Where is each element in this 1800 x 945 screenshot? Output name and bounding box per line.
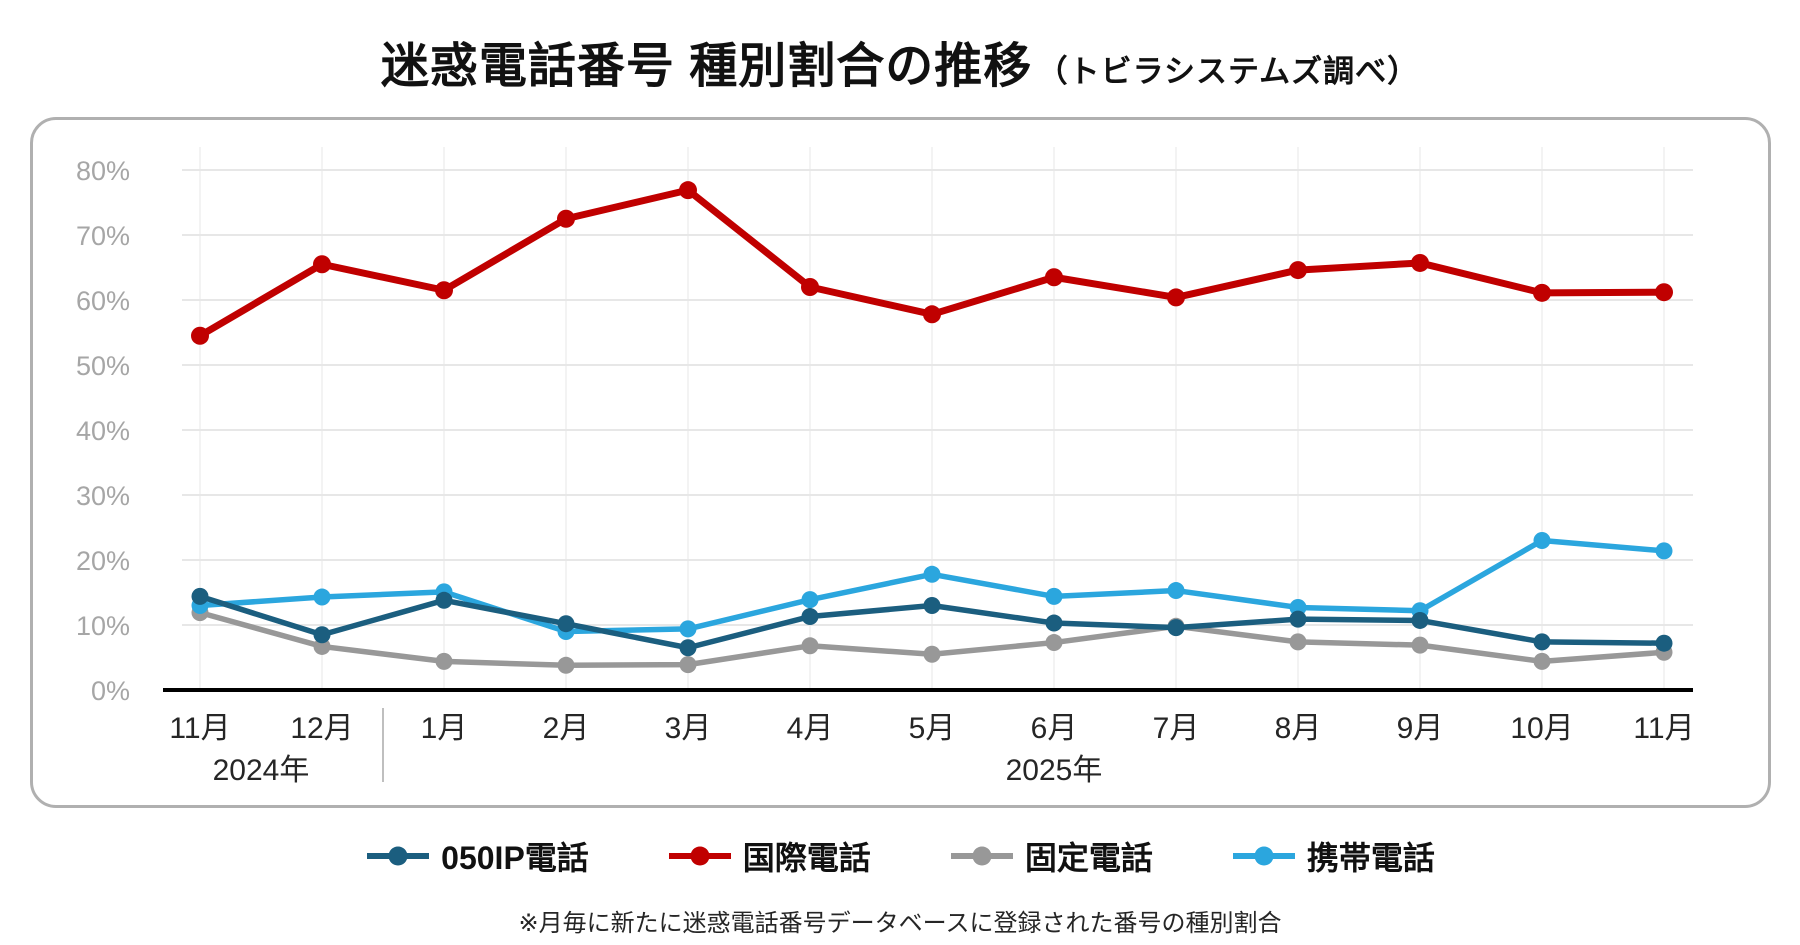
svg-text:3月: 3月 (665, 712, 712, 745)
series-050ip (191, 587, 1673, 657)
svg-text:20%: 20% (76, 546, 130, 576)
svg-text:60%: 60% (76, 286, 130, 316)
title-sub: （トビラシステムズ調べ） (1036, 54, 1420, 89)
svg-text:6月: 6月 (1031, 712, 1078, 745)
legend-item-mobile: 携帯電話 (1231, 833, 1435, 879)
legend-item-050ip: 050IP電話 (365, 833, 589, 879)
legend-item-landline: 固定電話 (949, 833, 1153, 879)
title-main: 迷惑電話番号 種別割合の推移 (380, 40, 1033, 93)
y-axis-labels: 0% 10% 20% 30% 40% 50% 60% 70% 80% (76, 156, 130, 706)
svg-text:40%: 40% (76, 416, 130, 446)
svg-text:80%: 80% (76, 156, 130, 186)
svg-text:10月: 10月 (1510, 712, 1573, 745)
horizontal-gridlines (182, 169, 1693, 626)
page-title: 迷惑電話番号 種別割合の推移 （トビラシステムズ調べ） (0, 26, 1800, 96)
legend-marker-landline-icon (950, 846, 1013, 866)
chart-panel (30, 117, 1771, 808)
legend-marker-international-icon (668, 846, 731, 866)
svg-text:50%: 50% (76, 351, 130, 381)
svg-text:9月: 9月 (1397, 712, 1444, 745)
legend-marker-mobile-icon (1232, 846, 1295, 866)
year-labels: 2024年 2025年 (213, 708, 1103, 787)
x-axis-labels: 11月 12月 1月 2月 3月 4月 5月 6月 7月 8月 9月 10月 11月 (169, 712, 1694, 745)
svg-text:30%: 30% (76, 481, 130, 511)
svg-text:8月: 8月 (1275, 712, 1322, 745)
svg-text:5月: 5月 (909, 712, 956, 745)
svg-text:1月: 1月 (421, 712, 468, 745)
legend-label-mobile: 携帯電話 (1306, 840, 1435, 876)
series-landline (191, 604, 1673, 674)
series-international (191, 181, 1673, 345)
legend-label-landline: 固定電話 (1024, 840, 1153, 876)
legend-marker-050ip-icon (367, 846, 430, 866)
svg-text:2月: 2月 (543, 712, 590, 745)
legend-label-050ip: 050IP電話 (441, 840, 589, 876)
svg-text:11月: 11月 (169, 712, 230, 745)
svg-text:10%: 10% (76, 611, 130, 641)
legend-label-international: 国際電話 (742, 840, 871, 876)
chart-svg: 0% 10% 20% 30% 40% 50% 60% 70% 80% 11月 12月 1月 2月 3月 4月… (76, 147, 1695, 787)
legend: 050IP電話 国際電話 固定電話 携帯電話 (0, 833, 1800, 879)
svg-text:70%: 70% (76, 221, 130, 251)
svg-text:2025年: 2025年 (1006, 754, 1103, 787)
svg-text:11月: 11月 (1633, 712, 1694, 745)
svg-text:12月: 12月 (290, 712, 353, 745)
svg-text:0%: 0% (91, 676, 130, 706)
svg-text:2024年: 2024年 (213, 754, 310, 787)
legend-item-international: 国際電話 (667, 833, 871, 879)
footnote: ※月毎に新たに迷惑電話番号データベースに登録された番号の種別割合 (518, 910, 1282, 937)
svg-text:4月: 4月 (787, 712, 834, 745)
svg-text:7月: 7月 (1153, 712, 1200, 745)
